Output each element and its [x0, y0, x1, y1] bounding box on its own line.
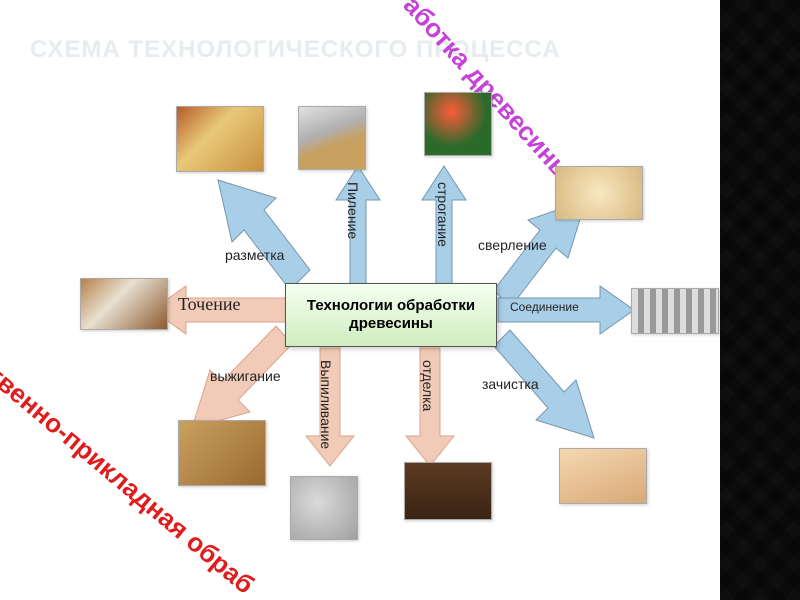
thumb-vyzhiganie	[178, 420, 266, 486]
label-otdelka: отделка	[420, 360, 436, 411]
thumb-zachistka	[559, 448, 647, 504]
right-sidebar	[720, 0, 800, 600]
label-razmetka: разметка	[225, 247, 284, 263]
label-vypilivanie: Выпиливание	[318, 360, 334, 449]
label-pilenie: Пиление	[345, 182, 361, 239]
label-sverlenie: сверление	[478, 237, 547, 253]
label-soedinenie: Соединение	[510, 300, 579, 314]
label-tochenie: Точение	[178, 294, 240, 315]
center-node: Технологии обработки древесины	[285, 283, 497, 347]
thumb-stroganie	[424, 92, 492, 156]
label-zachistka: зачистка	[482, 376, 539, 392]
label-vyzhiganie: выжигание	[210, 368, 281, 384]
thumb-soedinenie	[631, 288, 719, 334]
thumb-vypilivanie	[290, 476, 358, 540]
thumb-razmetka	[176, 106, 264, 172]
thumb-sverlenie	[555, 166, 643, 220]
label-stroganie: строгание	[435, 182, 451, 247]
thumb-pila	[298, 106, 366, 170]
thumb-otdelka	[404, 462, 492, 520]
thumb-tochenie	[80, 278, 168, 330]
